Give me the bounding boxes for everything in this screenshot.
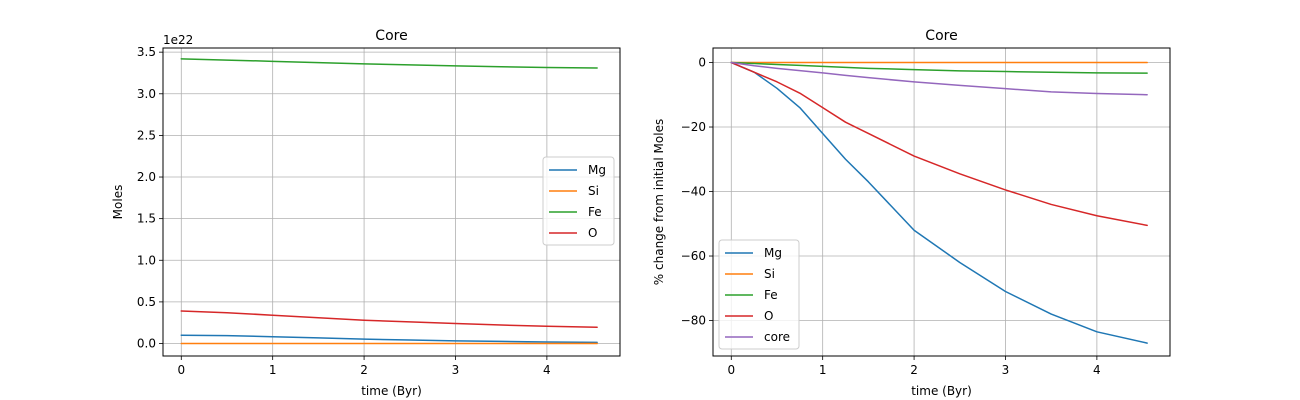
chart-left: 0 1 2 3 4 0.0 0.5 1.0 1.5 2.0 2.5 3.0 3.5 Core time… <box>111 28 621 398</box>
legend-label-si: Si <box>588 184 599 198</box>
legend-label-si: Si <box>764 267 775 281</box>
series-line-mg <box>730 61 1148 344</box>
legend-label-core: core <box>764 330 790 344</box>
legend-label-mg: Mg <box>764 246 782 260</box>
x-tick-label: 2 <box>360 363 368 377</box>
chart-title-right: Core <box>925 28 957 44</box>
x-axis-label-left: time (Byr) <box>361 384 422 398</box>
y-tick-label: 0.0 <box>137 337 156 351</box>
series-left <box>180 58 598 345</box>
y-ticks-left: 0.0 0.5 1.0 1.5 2.0 2.5 3.0 3.5 <box>137 45 163 351</box>
chart-title-left: Core <box>375 28 407 44</box>
chart-right: 0 1 2 3 4 0 −20 −40 −60 −80 Core time (Byr) % ch… <box>652 28 1171 398</box>
y-tick-label: 2.0 <box>137 170 156 184</box>
legend-box <box>718 239 800 350</box>
x-tick-label: 0 <box>177 363 185 377</box>
legend-label-fe: Fe <box>764 288 778 302</box>
legend-label-fe: Fe <box>588 205 602 219</box>
y-tick-label: 0 <box>698 56 706 70</box>
y-tick-label: 1.5 <box>137 212 156 226</box>
series-line-mg <box>180 334 598 344</box>
series-line-o <box>730 61 1148 227</box>
y-ticks-right: 0 −20 −40 −60 −80 <box>681 56 713 328</box>
series-line-fe <box>180 58 598 69</box>
legend-left: Mg Si Fe O <box>542 156 615 246</box>
x-tick-label: 4 <box>1093 363 1101 377</box>
x-axis-label-right: time (Byr) <box>911 384 972 398</box>
x-tick-label: 3 <box>1002 363 1010 377</box>
series-line-fe <box>730 61 1148 74</box>
y-tick-label: −20 <box>681 120 706 134</box>
x-ticks-left: 0 1 2 3 4 <box>177 356 551 377</box>
y-tick-label: 2.5 <box>137 128 156 142</box>
y-tick-label: −80 <box>681 314 706 328</box>
legend-label-o: O <box>588 226 597 240</box>
legend-box <box>542 156 615 246</box>
y-tick-label: −60 <box>681 249 706 263</box>
x-tick-label: 4 <box>543 363 551 377</box>
axes-frame-left <box>162 47 621 357</box>
x-tick-label: 3 <box>452 363 460 377</box>
y-offset-text-left: 1e22 <box>163 33 193 47</box>
x-tick-label: 1 <box>819 363 827 377</box>
y-tick-label: 0.5 <box>137 295 156 309</box>
legend-label-o: O <box>764 309 773 323</box>
axes-frame-right <box>712 47 1171 357</box>
x-tick-label: 0 <box>727 363 735 377</box>
y-tick-label: 3.5 <box>137 45 156 59</box>
x-ticks-right: 0 1 2 3 4 <box>727 356 1101 377</box>
y-tick-label: 1.0 <box>137 253 156 267</box>
x-tick-label: 2 <box>910 363 918 377</box>
series-line-o <box>180 310 598 329</box>
series-line-core <box>730 61 1148 96</box>
x-tick-label: 1 <box>269 363 277 377</box>
series-right <box>730 61 1148 344</box>
y-axis-label-right: % change from initial Moles <box>652 119 666 285</box>
y-tick-label: −40 <box>681 185 706 199</box>
y-axis-label-left: Moles <box>111 185 125 220</box>
legend-label-mg: Mg <box>588 163 606 177</box>
y-tick-label: 3.0 <box>137 87 156 101</box>
